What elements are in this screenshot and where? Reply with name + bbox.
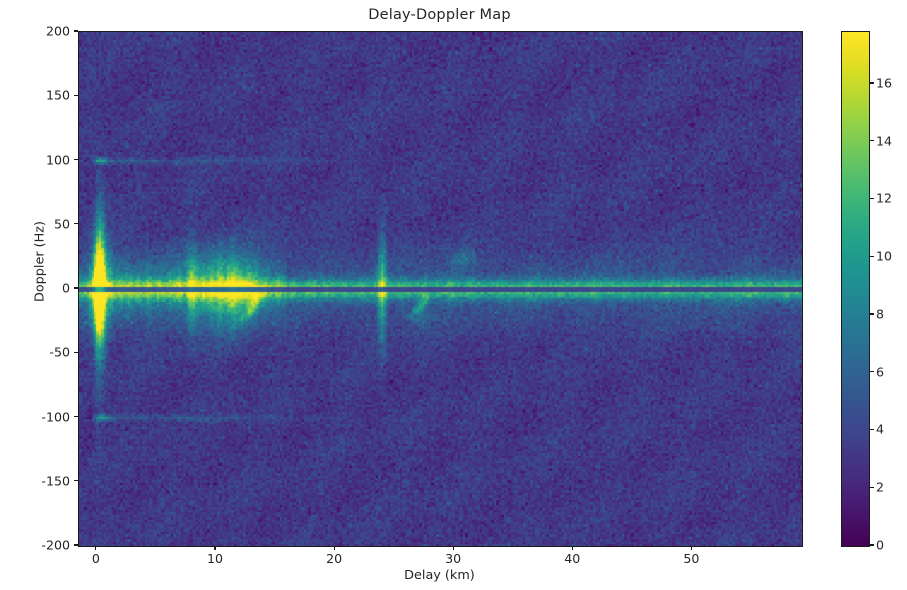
y-tick-label: 100 [45,152,70,167]
x-tick-mark [452,546,454,550]
x-tick-label: 50 [683,551,700,566]
y-tick-label: -150 [41,473,70,489]
colorbar-tick-label: 0 [876,537,885,553]
colorbar-tick-mark [870,197,874,200]
x-tick-mark [333,546,335,550]
x-tick-mark [690,546,692,550]
y-tick-mark [74,158,78,161]
y-tick-mark [74,287,78,289]
heatmap-plot-area [78,31,803,547]
y-tick-label: -200 [41,537,70,553]
colorbar-tick-label: 4 [876,421,885,437]
x-axis-label: Delay (km) [404,568,475,583]
colorbar-tick-mark [870,544,874,546]
colorbar-tick-mark [870,486,874,488]
colorbar-tick-mark [870,313,874,315]
colorbar-tick-mark [870,371,874,373]
y-tick-label: -100 [41,409,70,424]
x-tick-label: 30 [445,551,462,566]
page-title: Delay-Doppler Map [368,7,511,23]
y-tick-mark [74,223,78,225]
y-tick-mark [74,544,78,546]
y-tick-mark [74,351,78,353]
y-tick-mark [74,415,78,418]
x-tick-mark [214,546,216,550]
x-tick-label: 0 [91,551,100,566]
colorbar-tick-label: 10 [876,248,893,264]
x-tick-mark [571,546,573,550]
y-tick-label: 150 [45,87,70,103]
colorbar-tick-mark [870,140,874,142]
colorbar-tick-label: 6 [876,364,885,380]
colorbar-tick-label: 14 [876,133,893,149]
colorbar-tick-mark [870,428,874,431]
y-tick-label: 200 [45,23,70,39]
colorbar-tick-mark [870,82,874,84]
colorbar-tick-label: 2 [876,479,885,495]
y-tick-label: -50 [49,344,70,360]
colorbar-gradient [842,32,869,546]
y-tick-mark [74,94,78,96]
y-tick-label: 0 [61,280,70,296]
delay-doppler-heatmap [79,32,802,546]
colorbar-tick-label: 12 [876,190,893,206]
colorbar-tick-label: 16 [876,75,893,91]
colorbar [841,31,870,547]
y-tick-mark [74,30,78,32]
x-tick-label: 10 [206,551,223,566]
x-tick-label: 40 [564,551,581,566]
colorbar-tick-label: 8 [876,306,885,322]
x-tick-mark [95,546,97,550]
colorbar-tick-mark [870,255,874,257]
y-tick-label: 50 [53,216,70,232]
x-tick-label: 20 [326,551,343,566]
y-tick-mark [74,480,78,482]
